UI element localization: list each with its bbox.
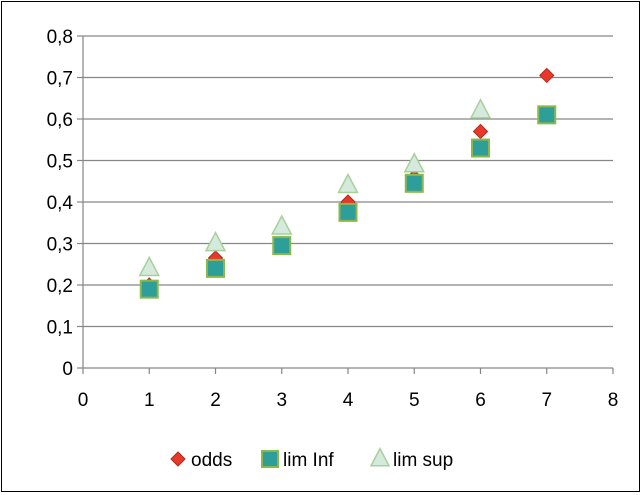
x-tick-label: 4 [343, 390, 354, 411]
y-tick-label: 0,1 [47, 318, 73, 339]
x-tick-label: 7 [541, 390, 552, 411]
x-tick-label: 5 [409, 390, 420, 411]
lim-inf-point [404, 173, 424, 193]
y-tick-label: 0,7 [47, 69, 73, 90]
y-tick-label: 0,3 [47, 235, 73, 256]
legend-label-lim-inf: lim Inf [283, 450, 334, 471]
x-tick-label: 2 [210, 390, 221, 411]
y-tick-label: 0,5 [47, 152, 73, 173]
lim-inf-point [537, 105, 557, 125]
legend-marker-odds [170, 451, 186, 467]
y-tick-label: 0 [62, 359, 73, 380]
lim-inf-point [139, 279, 159, 299]
legend-marker-lim-sup [369, 447, 391, 467]
legend-marker-lim-inf [261, 450, 279, 468]
lim-sup-point [204, 230, 227, 252]
x-tick-label: 0 [78, 390, 89, 411]
odds-point [472, 123, 489, 140]
x-tick-label: 1 [144, 390, 155, 411]
lim-inf-point [338, 202, 358, 222]
legend-label-odds: odds [191, 450, 232, 471]
lim-inf-point [272, 236, 292, 256]
x-tick-label: 8 [608, 390, 619, 411]
odds-point [539, 67, 555, 84]
y-tick-label: 0,4 [47, 193, 74, 214]
y-tick-label: 0,2 [47, 276, 73, 297]
lim-sup-point [337, 172, 359, 194]
y-tick-label: 0,6 [47, 110, 73, 131]
lim-sup-point [403, 152, 425, 173]
lim-sup-point [138, 255, 160, 277]
x-tick-label: 3 [276, 390, 287, 411]
x-tick-label: 6 [475, 390, 486, 411]
lim-inf-point [206, 258, 225, 278]
y-tick-label: 0,8 [47, 27, 73, 48]
lim-sup-point [271, 214, 293, 235]
lim-inf-point [471, 138, 490, 158]
lim-sup-point [469, 98, 492, 119]
legend-label-lim-sup: lim sup [393, 450, 453, 471]
